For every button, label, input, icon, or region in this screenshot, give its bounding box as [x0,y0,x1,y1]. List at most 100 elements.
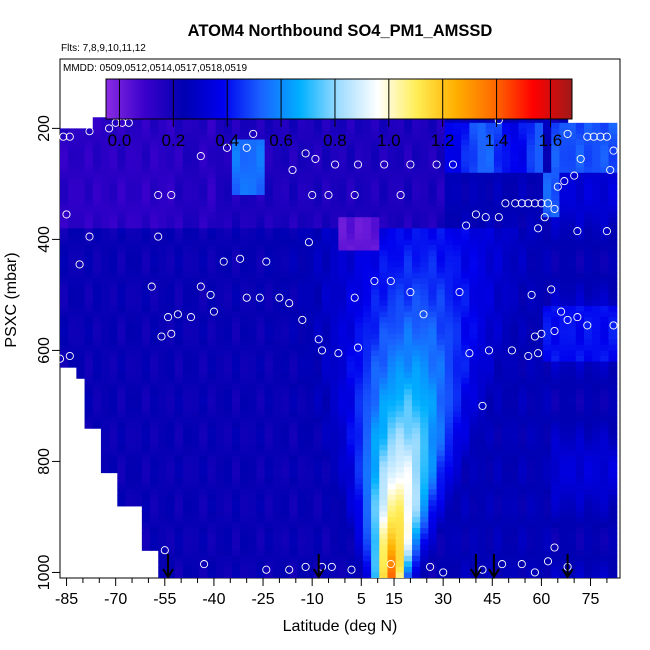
field-cell [371,472,380,479]
field-cell [141,267,151,274]
field-cell [215,522,225,529]
field-cell [248,367,258,374]
field-cell [125,317,135,324]
field-cell [321,516,331,524]
field-cell [559,478,569,485]
field-cell [362,339,372,346]
field-cell [215,339,225,346]
field-cell [387,550,397,557]
field-cell [117,367,127,374]
field-cell [362,494,372,501]
field-cell [109,289,118,296]
field-cell [526,211,536,218]
field-cell [354,383,364,390]
field-cell [387,222,397,229]
field-cell [469,544,479,551]
field-cell [141,261,151,268]
field-cell [403,383,413,390]
field-cell [338,306,348,313]
field-cell [272,228,282,235]
field-cell [133,233,143,240]
field-cell [526,244,536,252]
field-cell [182,566,192,574]
field-cell [166,211,176,218]
field-cell [518,333,528,340]
field-cell [190,450,200,457]
field-cell [395,339,405,346]
field-cell [215,555,225,562]
field-cell [444,183,454,191]
field-cell [60,322,69,329]
field-cell [330,128,339,135]
field-cell [330,139,339,146]
field-cell [289,183,299,191]
field-cell [166,361,176,368]
field-cell [395,317,405,324]
field-cell [182,194,192,202]
field-cell [567,161,577,168]
field-cell [551,139,561,146]
field-cell [428,222,438,229]
field-cell [502,394,511,401]
field-cell [444,267,454,274]
field-cell [534,117,544,124]
field-cell [559,267,569,274]
field-cell [182,505,192,512]
field-cell [166,189,176,196]
field-cell [289,317,299,324]
field-cell [338,405,348,413]
field-cell [469,311,479,318]
field-cell [338,367,348,374]
field-cell [133,161,143,168]
field-cell [469,478,479,485]
field-cell [141,289,151,296]
field-cell [559,222,569,229]
field-cell [403,256,413,263]
field-cell [518,172,528,179]
field-cell [313,516,323,524]
field-cell [338,211,348,218]
field-cell [387,328,397,335]
field-cell [305,228,315,235]
field-cell [420,133,430,141]
field-cell [264,378,274,385]
field-cell [444,344,454,352]
field-cell [395,411,405,418]
field-cell [330,372,339,379]
field-cell [403,150,413,157]
field-cell [133,250,143,257]
field-cell [248,133,258,141]
field-cell [379,383,389,390]
field-cell [150,422,159,429]
field-cell [84,372,94,379]
field-cell [223,206,233,213]
field-cell [436,183,446,191]
field-cell [166,283,176,290]
field-cell [510,566,520,574]
field-cell [76,222,86,229]
field-cell [264,472,274,479]
field-cell [395,272,405,279]
field-cell [330,555,339,562]
field-cell [117,422,127,429]
field-cell [551,439,561,446]
field-cell [150,289,159,296]
field-cell [68,322,77,329]
field-cell [256,372,266,379]
field-cell [174,472,184,479]
field-cell [182,400,192,407]
field-cell [575,167,585,174]
field-cell [215,267,225,274]
field-cell [281,494,290,501]
field-cell [461,444,470,451]
field-cell [559,250,569,257]
field-cell [313,228,323,235]
field-cell [518,133,528,141]
field-cell [403,455,413,463]
field-cell [436,200,446,207]
field-cell [76,267,86,274]
field-cell [133,394,143,401]
field-cell [305,505,315,512]
field-cell [510,544,520,551]
field-cell [272,516,282,524]
